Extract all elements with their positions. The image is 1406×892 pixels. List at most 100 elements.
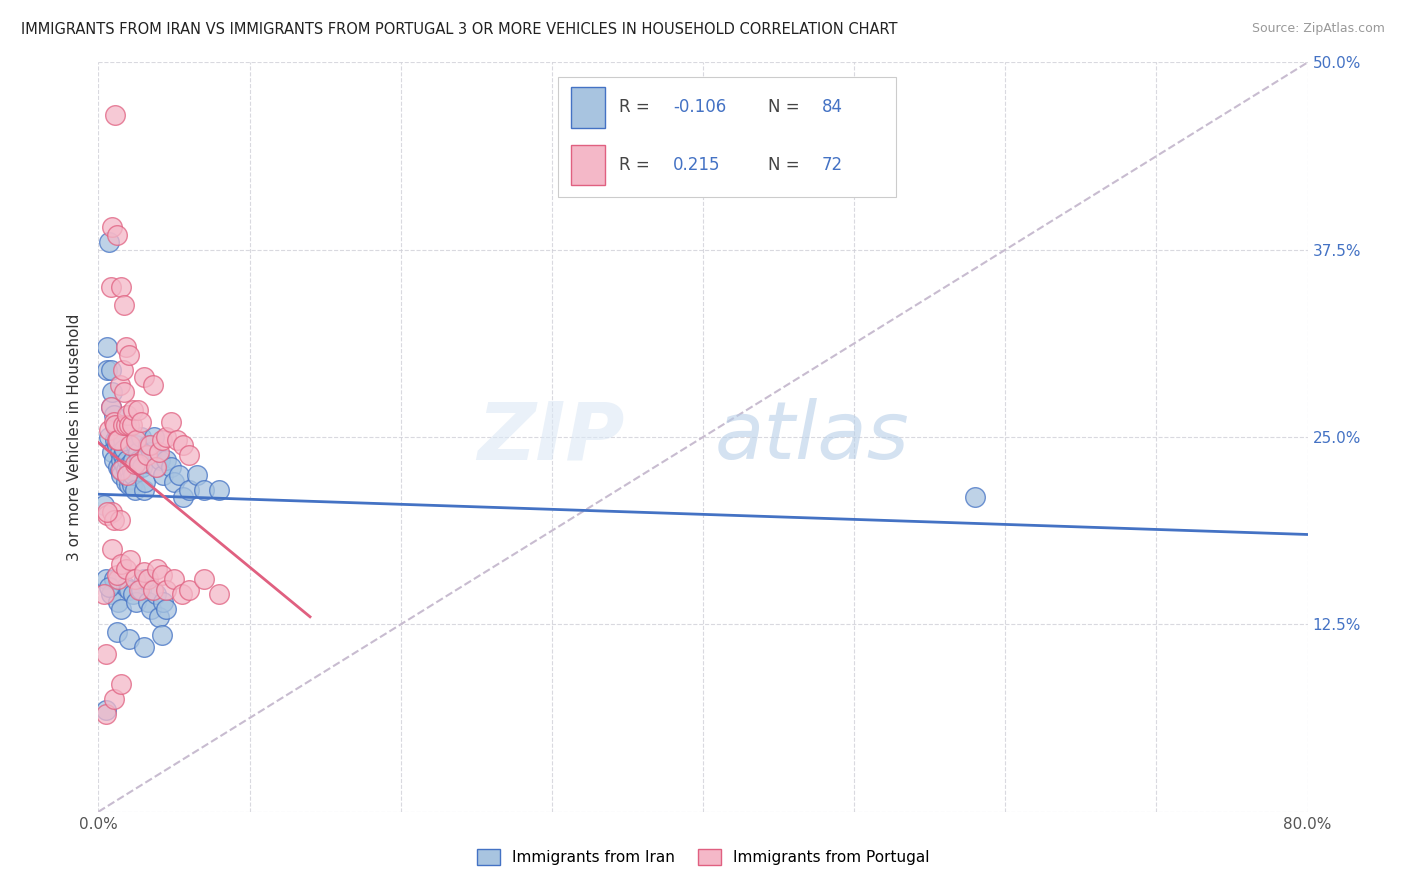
Point (129, 582, 152, 597)
Point (121, 418, 143, 433)
Point (172, 490, 194, 504)
Point (118, 463, 141, 477)
Point (115, 408, 138, 422)
Point (120, 472, 142, 486)
Point (186, 467, 208, 482)
Point (103, 415, 125, 429)
Y-axis label: 3 or more Vehicles in Household: 3 or more Vehicles in Household (67, 313, 83, 561)
Point (115, 467, 138, 482)
Point (142, 377, 165, 392)
Point (166, 433, 188, 447)
Point (96, 362, 118, 376)
Point (125, 595, 148, 609)
Point (118, 418, 141, 433)
Text: atlas: atlas (716, 398, 910, 476)
Point (105, 624, 128, 639)
Point (146, 562, 169, 576)
Point (122, 452, 145, 467)
Point (143, 430, 166, 444)
Point (107, 460, 129, 475)
Point (170, 587, 193, 601)
Point (103, 452, 125, 467)
Point (100, 362, 122, 376)
Point (108, 512, 131, 526)
Point (120, 437, 142, 451)
Point (114, 475, 136, 489)
Point (150, 628, 173, 642)
Point (150, 433, 173, 447)
Point (965, 490, 987, 504)
Point (104, 418, 127, 433)
Point (112, 442, 135, 456)
Point (111, 448, 134, 462)
Point (112, 385, 135, 400)
Point (155, 452, 177, 467)
Point (136, 437, 159, 451)
Point (193, 573, 215, 587)
Point (167, 467, 190, 482)
Point (105, 568, 128, 582)
Point (136, 595, 159, 609)
Point (172, 437, 194, 451)
Point (98, 430, 121, 444)
Point (131, 460, 153, 475)
Point (114, 580, 136, 594)
Point (110, 677, 132, 691)
Point (107, 433, 129, 447)
Legend: Immigrants from Iran, Immigrants from Portugal: Immigrants from Iran, Immigrants from Po… (471, 843, 935, 871)
Text: Source: ZipAtlas.com: Source: ZipAtlas.com (1251, 22, 1385, 36)
Point (152, 467, 174, 482)
Point (94, 648, 117, 662)
Point (110, 467, 132, 482)
Point (135, 448, 157, 462)
Point (128, 582, 150, 597)
Point (124, 573, 146, 587)
Point (111, 433, 134, 447)
Point (101, 445, 124, 459)
Point (100, 587, 122, 601)
Point (111, 418, 134, 433)
Point (101, 220, 124, 235)
Point (118, 478, 141, 492)
Point (118, 632, 141, 647)
Point (141, 602, 163, 616)
Point (107, 433, 129, 447)
Point (98, 423, 121, 437)
Point (96, 508, 118, 522)
Point (132, 483, 155, 497)
Point (145, 587, 167, 601)
Point (110, 463, 132, 477)
Point (155, 602, 177, 616)
Point (101, 542, 124, 557)
Point (132, 565, 155, 579)
Point (94, 703, 117, 717)
Point (112, 298, 135, 312)
Point (139, 437, 162, 451)
Point (98, 580, 121, 594)
Point (145, 460, 167, 475)
Text: IMMIGRANTS FROM IRAN VS IMMIGRANTS FROM PORTUGAL 3 OR MORE VEHICLES IN HOUSEHOLD: IMMIGRANTS FROM IRAN VS IMMIGRANTS FROM … (21, 22, 897, 37)
Point (110, 280, 132, 294)
Point (155, 582, 177, 597)
Point (163, 573, 186, 587)
Point (125, 437, 148, 451)
Point (142, 582, 165, 597)
Point (146, 460, 169, 475)
Point (100, 280, 122, 294)
Point (103, 692, 125, 706)
Point (115, 452, 138, 467)
Point (179, 483, 201, 497)
Point (100, 400, 122, 414)
Point (104, 108, 127, 122)
Point (124, 483, 146, 497)
Point (160, 415, 183, 429)
Point (132, 370, 155, 384)
Point (160, 460, 183, 475)
Point (105, 227, 128, 242)
Point (129, 415, 152, 429)
Point (208, 587, 231, 601)
Point (125, 433, 148, 447)
Point (127, 445, 149, 459)
Point (136, 573, 159, 587)
Point (94, 573, 117, 587)
